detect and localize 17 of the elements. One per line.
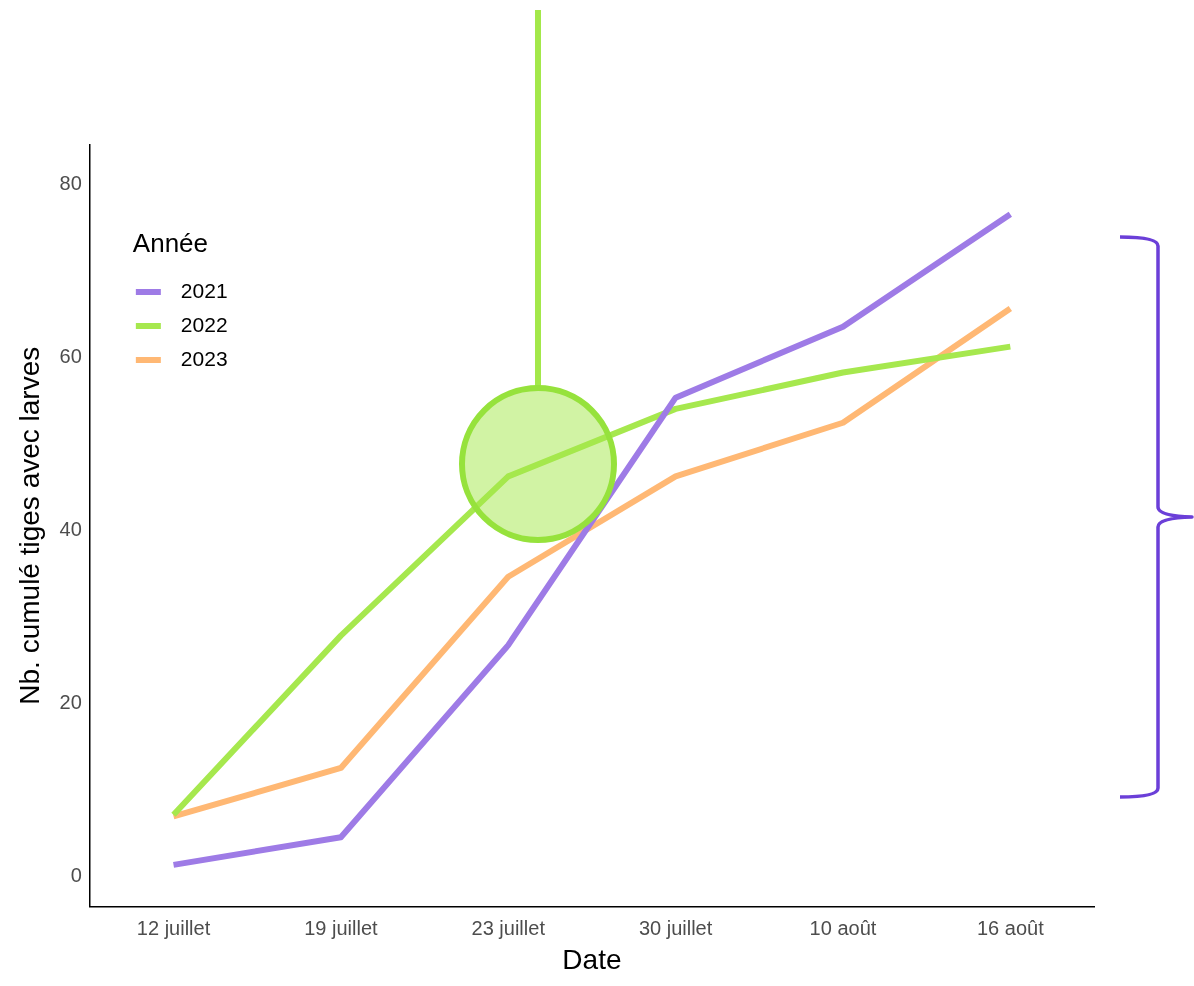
x-tick-label: 12 juillet bbox=[136, 916, 211, 939]
y-tick-label: 40 bbox=[59, 518, 82, 541]
y-axis-title: Nb. cumulé tiges avec larves bbox=[13, 346, 45, 705]
legend-label: 2023 bbox=[180, 346, 228, 370]
x-tick-label: 10 août bbox=[809, 916, 877, 939]
x-tick-label: 30 juillet bbox=[638, 916, 713, 939]
y-tick-label: 0 bbox=[70, 864, 82, 887]
x-tick-label: 23 juillet bbox=[471, 916, 546, 939]
x-tick-label: 16 août bbox=[976, 916, 1045, 939]
legend-label: 2021 bbox=[180, 278, 228, 302]
y-tick-label: 20 bbox=[59, 691, 82, 714]
x-axis-title: Date bbox=[562, 943, 622, 975]
legend-label: 2022 bbox=[180, 312, 228, 336]
y-tick-label: 80 bbox=[59, 172, 82, 195]
y-tick-label: 60 bbox=[59, 345, 82, 368]
legend-title: Année bbox=[132, 228, 209, 259]
x-tick-label: 19 juillet bbox=[304, 916, 379, 939]
